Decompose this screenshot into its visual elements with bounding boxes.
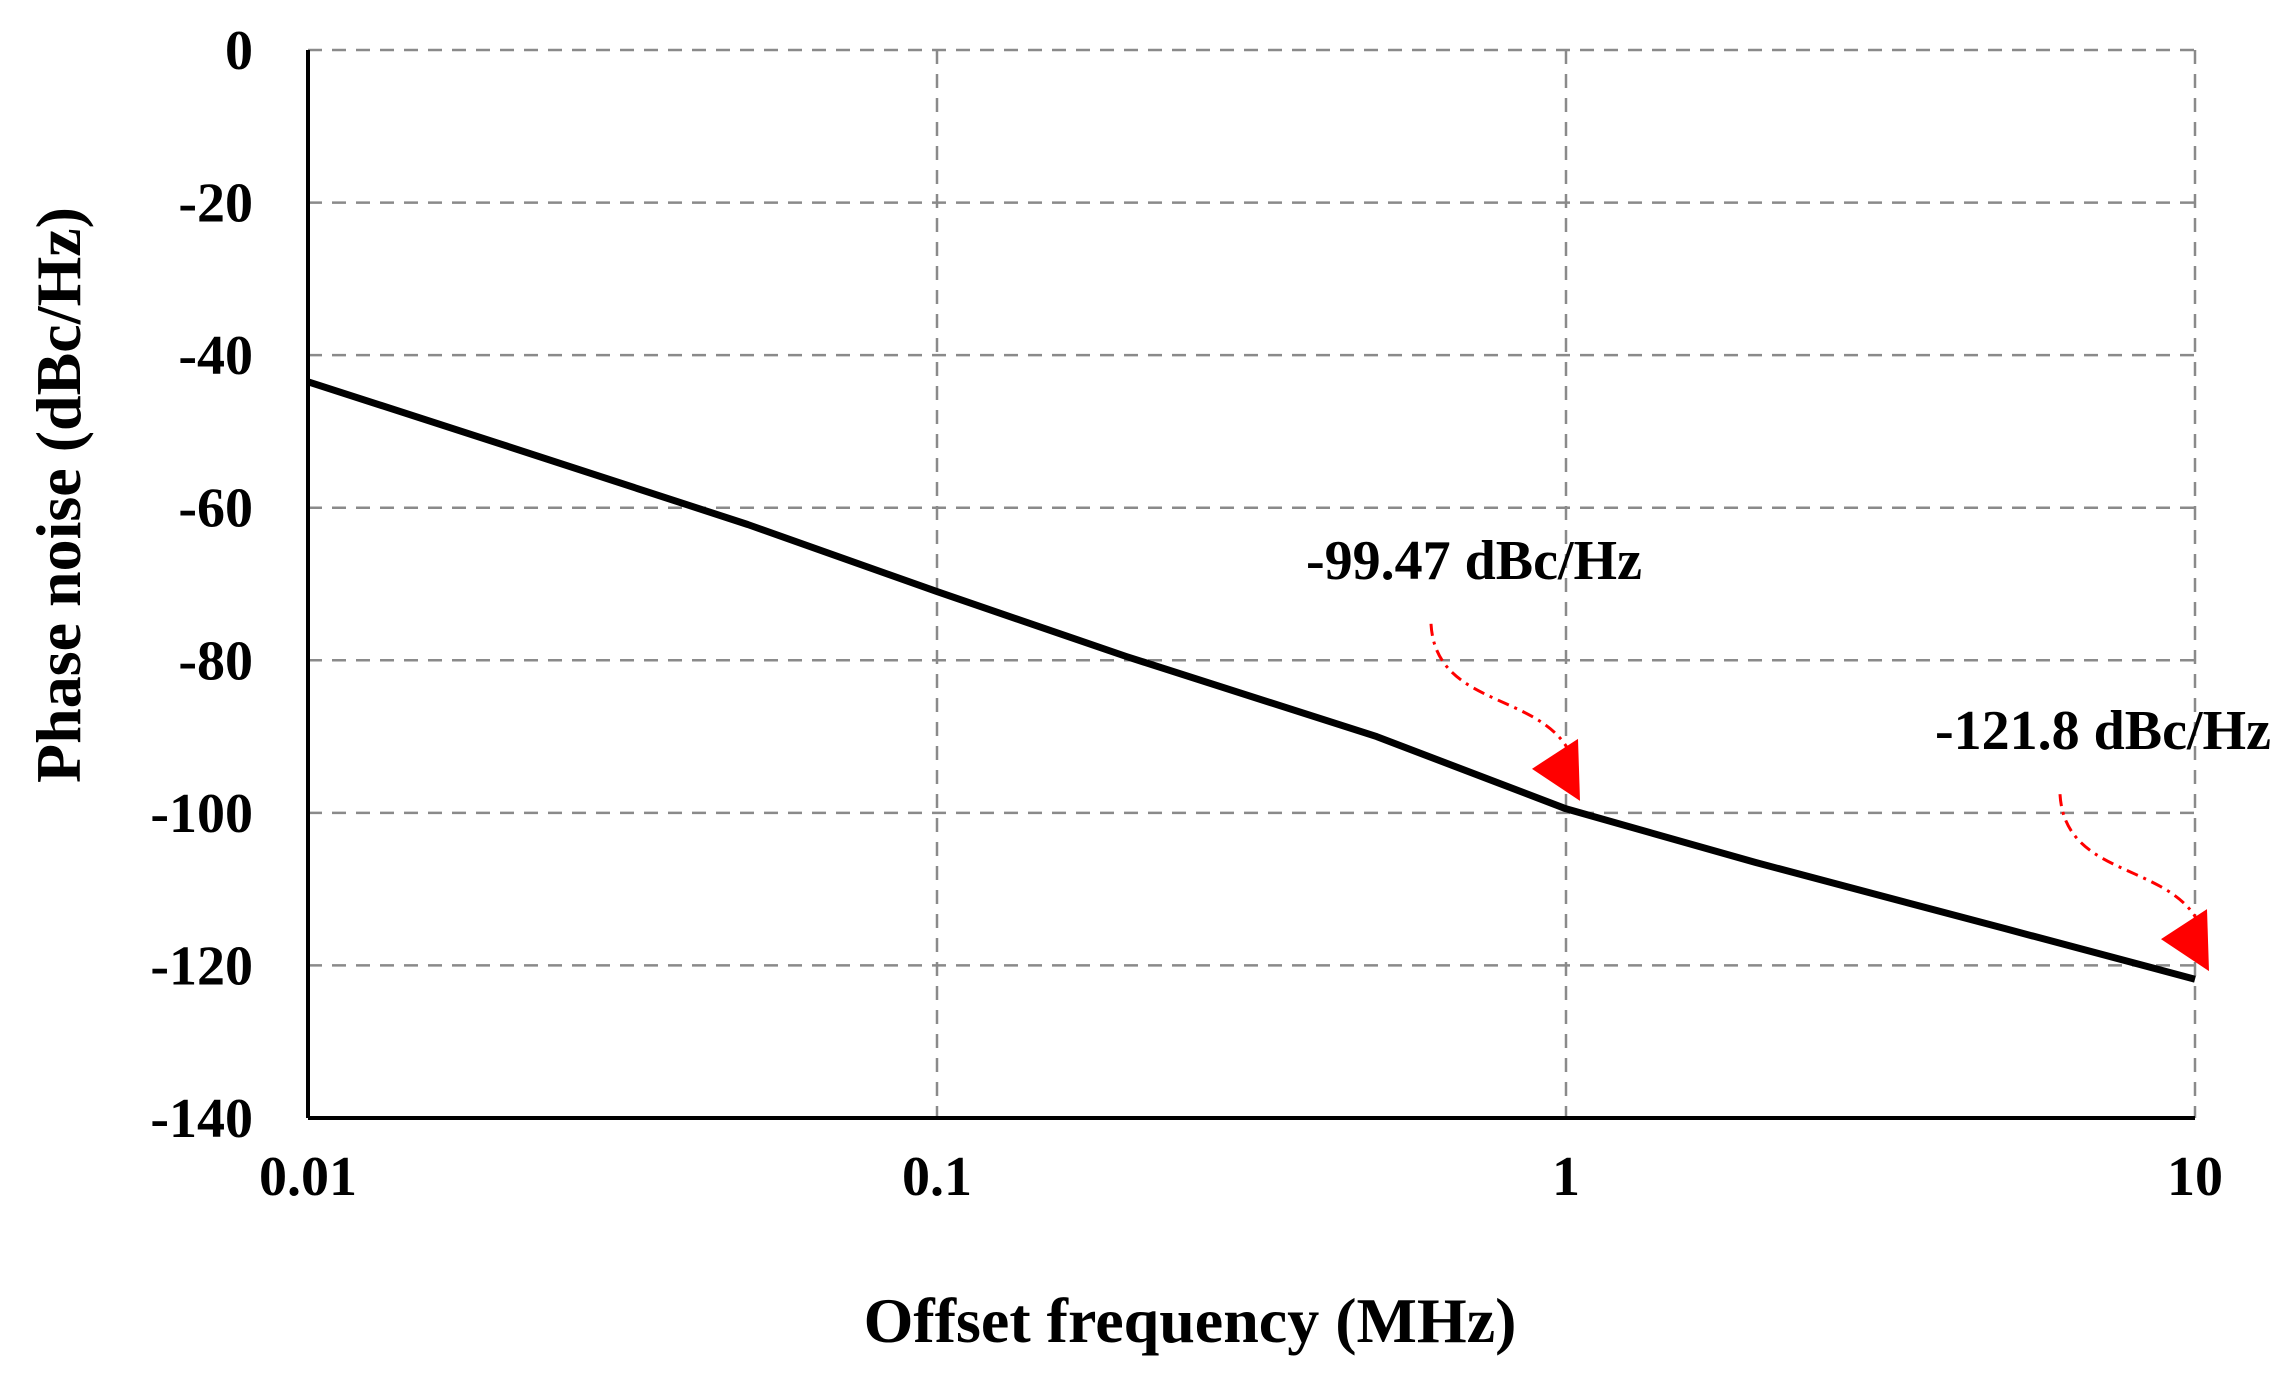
y-tick-label: -40 — [178, 325, 253, 387]
y-tick-label: 0 — [225, 20, 253, 82]
annotation-label: -99.47 dBc/Hz — [1306, 530, 1642, 592]
grid — [308, 48, 2197, 1118]
annotation-arrow — [1429, 623, 1578, 770]
annotation-arrowhead — [2161, 909, 2209, 972]
annotations: -99.47 dBc/Hz -121.8 dBc/Hz — [1306, 530, 2271, 972]
annotation-label: -121.8 dBc/Hz — [1935, 700, 2271, 762]
x-tick-label: 0.01 — [259, 1146, 357, 1208]
series — [306, 378, 2196, 983]
y-tick-label: -100 — [150, 783, 253, 845]
y-tick-label: -60 — [178, 478, 253, 540]
axes — [306, 50, 2195, 1120]
y-tick-label: -140 — [150, 1088, 253, 1150]
x-tick-label: 1 — [1552, 1146, 1580, 1208]
x-tick-label: 10 — [2167, 1146, 2223, 1208]
y-axis-title: Phase noise (dBc/Hz) — [23, 207, 94, 783]
x-axis-title: Offset frequency (MHz) — [864, 1285, 1517, 1356]
annotation-arrow — [2058, 794, 2207, 940]
annotation-arrowhead — [1532, 738, 1580, 801]
series-line — [306, 378, 2196, 983]
y-tick-label: -80 — [178, 630, 253, 692]
y-tick-label: -20 — [178, 173, 253, 235]
x-tick-label: 0.1 — [902, 1146, 972, 1208]
y-tick-label: -120 — [150, 935, 253, 997]
